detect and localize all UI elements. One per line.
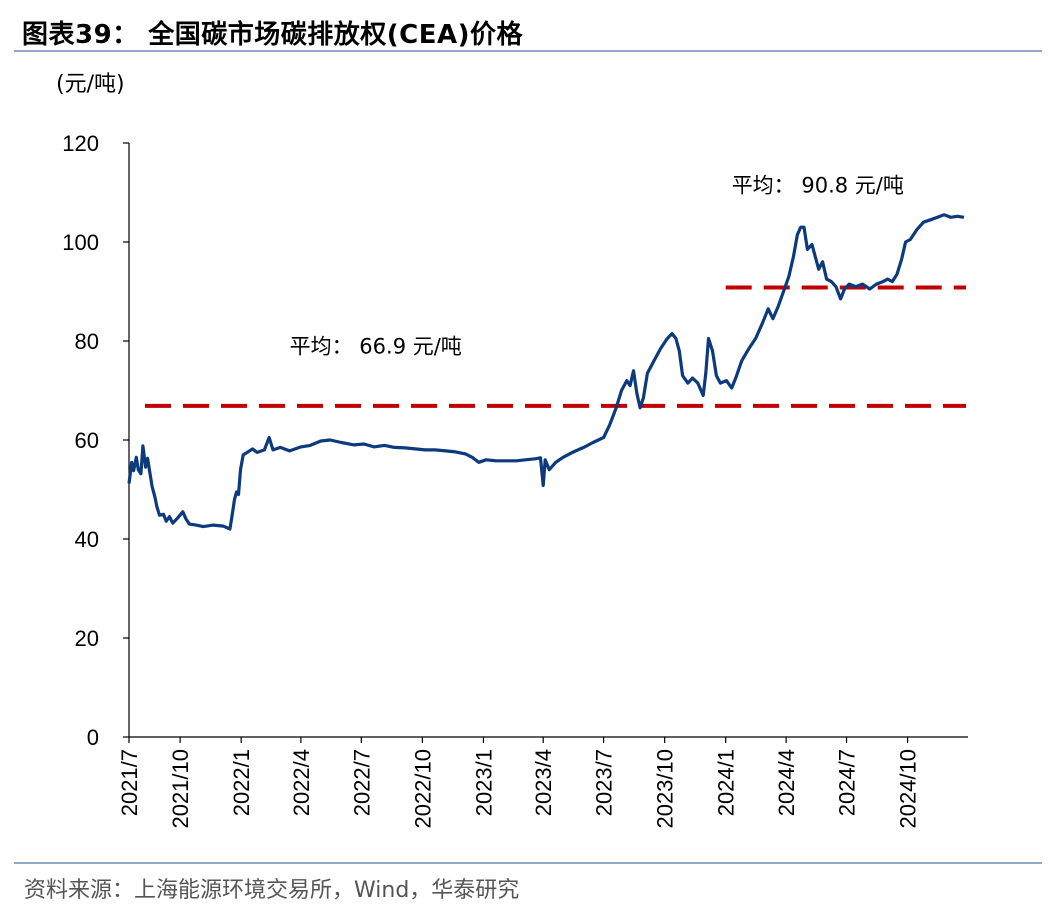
x-tick-label: 2023/10 [653, 749, 678, 829]
y-axis: 0 20 40 60 80 100 120 [62, 131, 130, 750]
average-reference-lines [145, 285, 966, 408]
x-tick-label: 2024/1 [714, 749, 739, 816]
x-tick-label: 2023/1 [471, 749, 496, 816]
y-tick-label: 80 [75, 329, 99, 354]
x-axis: 2021/7 2021/10 2022/1 2022/4 2022/7 2022/10 20… [117, 736, 968, 829]
y-tick-label: 120 [62, 131, 99, 156]
source-note: 资料来源：上海能源环境交易所，Wind，华泰研究 [24, 878, 520, 903]
x-tick-label: 2023/4 [531, 749, 556, 816]
average-label: 平均： 90.8 元/吨 [732, 174, 904, 198]
x-tick-label: 2021/10 [168, 749, 193, 829]
x-tick-label: 2024/7 [835, 749, 860, 816]
x-tick-label: 2022/7 [349, 749, 374, 816]
x-tick-label: 2023/7 [592, 749, 617, 816]
y-tick-label: 60 [75, 428, 99, 453]
x-tick-label: 2024/10 [896, 749, 921, 829]
price-line [127, 213, 965, 531]
title-rule [14, 50, 1042, 52]
x-tick-label: 2022/10 [410, 749, 435, 829]
y-tick-label: 20 [75, 626, 99, 651]
annotations: 平均： 66.9 元/吨 平均： 90.8 元/吨 [290, 174, 904, 359]
y-tick-label: 0 [87, 725, 99, 750]
y-axis-unit-label: (元/吨) [56, 72, 125, 97]
y-tick-label: 40 [75, 527, 99, 552]
x-tick-label: 2021/7 [117, 749, 142, 816]
price-series [127, 213, 965, 531]
x-tick-label: 2024/4 [774, 749, 799, 816]
figure-title: 图表39： 全国碳市场碳排放权(CEA)价格 [22, 20, 523, 50]
y-tick-label: 100 [62, 230, 99, 255]
source-rule [14, 862, 1042, 864]
x-tick-label: 2022/4 [289, 749, 314, 816]
average-label: 平均： 66.9 元/吨 [290, 334, 462, 358]
x-tick-label: 2022/1 [229, 749, 254, 816]
